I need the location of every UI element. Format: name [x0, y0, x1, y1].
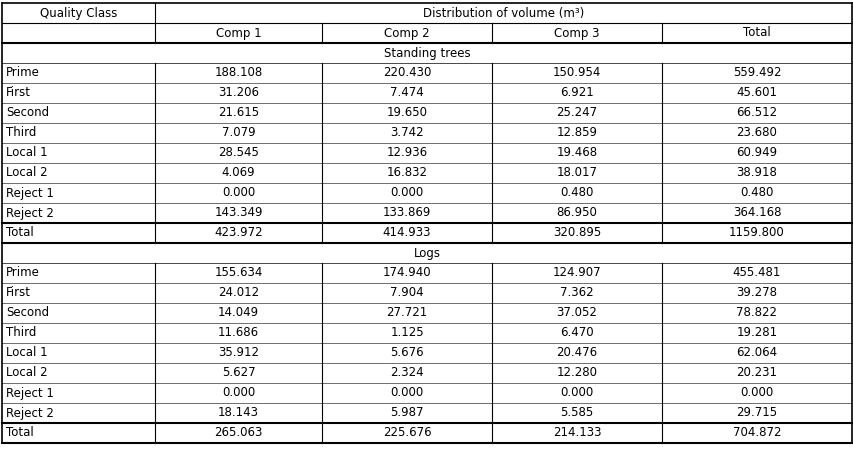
Text: 12.859: 12.859 — [556, 127, 597, 139]
Text: 12.936: 12.936 — [386, 147, 427, 159]
Text: 364.168: 364.168 — [732, 207, 780, 219]
Text: Total: Total — [742, 27, 770, 40]
Text: 5.585: 5.585 — [560, 407, 593, 419]
Text: Prime: Prime — [6, 67, 40, 79]
Text: Prime: Prime — [6, 267, 40, 279]
Text: 25.247: 25.247 — [556, 107, 597, 119]
Text: 1.125: 1.125 — [390, 327, 423, 339]
Text: 455.481: 455.481 — [732, 267, 780, 279]
Text: Reject 2: Reject 2 — [6, 207, 54, 219]
Text: Local 2: Local 2 — [6, 367, 48, 379]
Text: 124.907: 124.907 — [552, 267, 601, 279]
Text: 6.470: 6.470 — [560, 327, 593, 339]
Text: 0.000: 0.000 — [390, 187, 423, 199]
Text: Quality Class: Quality Class — [40, 7, 117, 20]
Text: Local 1: Local 1 — [6, 347, 48, 359]
Text: 20.231: 20.231 — [735, 367, 776, 379]
Text: 86.950: 86.950 — [556, 207, 597, 219]
Text: 7.079: 7.079 — [222, 127, 255, 139]
Text: 0.000: 0.000 — [560, 387, 593, 399]
Text: 133.869: 133.869 — [382, 207, 431, 219]
Text: 0.000: 0.000 — [390, 387, 423, 399]
Text: 5.627: 5.627 — [222, 367, 255, 379]
Text: 704.872: 704.872 — [732, 426, 780, 439]
Text: 38.918: 38.918 — [735, 167, 776, 179]
Text: 7.904: 7.904 — [390, 287, 423, 299]
Text: 14.049: 14.049 — [218, 307, 258, 319]
Text: First: First — [6, 287, 31, 299]
Text: 0.000: 0.000 — [222, 187, 255, 199]
Text: 320.895: 320.895 — [552, 227, 601, 239]
Text: 7.474: 7.474 — [390, 87, 423, 99]
Text: 19.468: 19.468 — [556, 147, 597, 159]
Text: Third: Third — [6, 127, 37, 139]
Text: 4.069: 4.069 — [222, 167, 255, 179]
Text: 19.281: 19.281 — [735, 327, 776, 339]
Text: Reject 1: Reject 1 — [6, 187, 54, 199]
Text: 18.143: 18.143 — [218, 407, 258, 419]
Text: 423.972: 423.972 — [214, 227, 263, 239]
Text: Second: Second — [6, 307, 49, 319]
Text: 62.064: 62.064 — [735, 347, 776, 359]
Text: 23.680: 23.680 — [735, 127, 776, 139]
Text: 21.615: 21.615 — [218, 107, 258, 119]
Text: Comp 3: Comp 3 — [554, 27, 599, 40]
Text: First: First — [6, 87, 31, 99]
Text: 220.430: 220.430 — [382, 67, 431, 79]
Text: 174.940: 174.940 — [382, 267, 431, 279]
Text: 18.017: 18.017 — [556, 167, 597, 179]
Text: 19.650: 19.650 — [386, 107, 427, 119]
Text: 31.206: 31.206 — [218, 87, 258, 99]
Text: 7.362: 7.362 — [560, 287, 593, 299]
Text: 45.601: 45.601 — [735, 87, 776, 99]
Text: 27.721: 27.721 — [386, 307, 427, 319]
Text: Comp 1: Comp 1 — [216, 27, 261, 40]
Text: 66.512: 66.512 — [735, 107, 776, 119]
Text: Second: Second — [6, 107, 49, 119]
Text: 0.480: 0.480 — [560, 187, 593, 199]
Text: 143.349: 143.349 — [214, 207, 263, 219]
Text: Total: Total — [6, 426, 34, 439]
Text: 0.000: 0.000 — [740, 387, 773, 399]
Text: 11.686: 11.686 — [218, 327, 258, 339]
Text: Local 1: Local 1 — [6, 147, 48, 159]
Text: 225.676: 225.676 — [382, 426, 431, 439]
Text: 60.949: 60.949 — [735, 147, 776, 159]
Text: 12.280: 12.280 — [556, 367, 597, 379]
Text: Comp 2: Comp 2 — [384, 27, 429, 40]
Text: 39.278: 39.278 — [735, 287, 776, 299]
Text: 188.108: 188.108 — [214, 67, 263, 79]
Text: Reject 2: Reject 2 — [6, 407, 54, 419]
Text: 0.480: 0.480 — [740, 187, 773, 199]
Text: 0.000: 0.000 — [222, 387, 255, 399]
Text: Third: Third — [6, 327, 37, 339]
Text: Distribution of volume (m³): Distribution of volume (m³) — [422, 7, 583, 20]
Text: 28.545: 28.545 — [218, 147, 258, 159]
Text: 5.676: 5.676 — [390, 347, 423, 359]
Text: 214.133: 214.133 — [552, 426, 601, 439]
Text: 78.822: 78.822 — [735, 307, 776, 319]
Text: 20.476: 20.476 — [556, 347, 597, 359]
Text: 16.832: 16.832 — [386, 167, 427, 179]
Text: 6.921: 6.921 — [560, 87, 593, 99]
Text: 1159.800: 1159.800 — [728, 227, 784, 239]
Text: 29.715: 29.715 — [735, 407, 776, 419]
Text: Reject 1: Reject 1 — [6, 387, 54, 399]
Text: Total: Total — [6, 227, 34, 239]
Text: Standing trees: Standing trees — [383, 47, 470, 60]
Text: 155.634: 155.634 — [214, 267, 263, 279]
Text: 24.012: 24.012 — [218, 287, 258, 299]
Text: 150.954: 150.954 — [552, 67, 601, 79]
Text: 35.912: 35.912 — [218, 347, 258, 359]
Text: 5.987: 5.987 — [390, 407, 423, 419]
Text: Local 2: Local 2 — [6, 167, 48, 179]
Text: Logs: Logs — [413, 247, 440, 259]
Text: 265.063: 265.063 — [214, 426, 263, 439]
Text: 3.742: 3.742 — [390, 127, 423, 139]
Text: 37.052: 37.052 — [556, 307, 597, 319]
Text: 414.933: 414.933 — [382, 227, 431, 239]
Text: 559.492: 559.492 — [732, 67, 780, 79]
Text: 2.324: 2.324 — [390, 367, 423, 379]
